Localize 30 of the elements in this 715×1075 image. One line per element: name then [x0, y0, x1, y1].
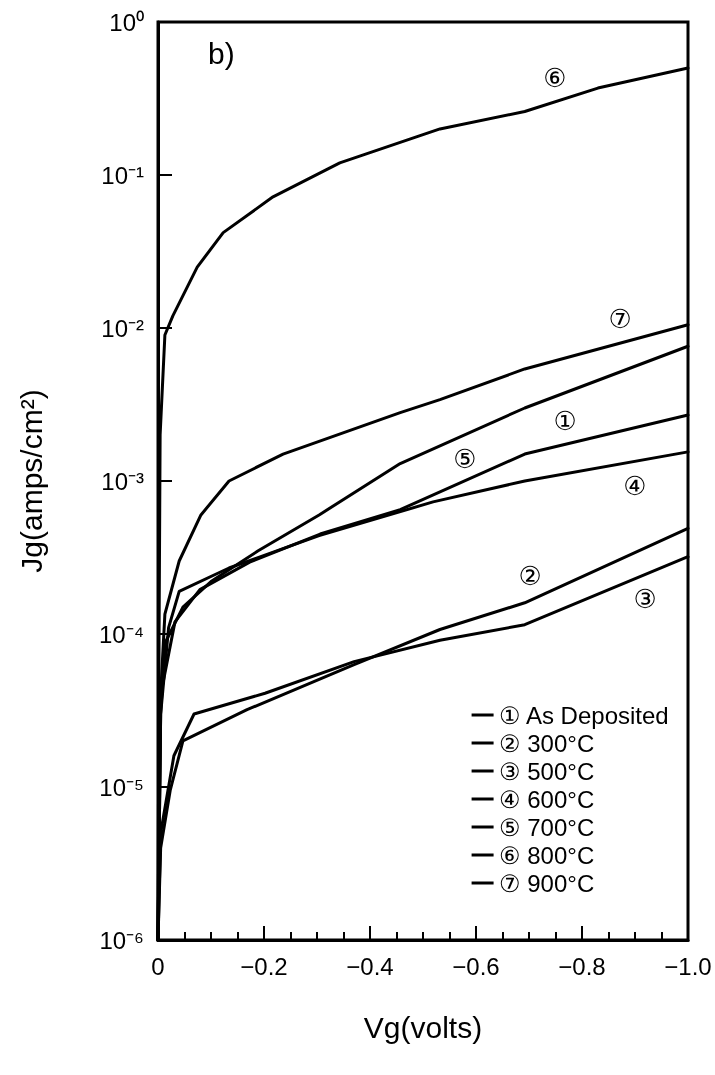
x-tick-label: −0.4 — [346, 952, 394, 980]
legend-label: ⑤ 700°C — [498, 813, 595, 841]
x-tick-label: −0.6 — [452, 952, 500, 980]
legend-label: ③ 500°C — [498, 757, 595, 785]
annotation: ⑥ — [543, 63, 567, 93]
legend-label: ⑥ 800°C — [498, 841, 595, 869]
legend-label: ⑦ 900°C — [498, 869, 595, 897]
y-tick-label: 10⁰ — [109, 8, 144, 36]
y-tick-label: 10⁻⁴ — [98, 620, 144, 648]
y-axis-title: Jg(amps/cm²) — [14, 389, 48, 573]
annotation: ④ — [623, 470, 647, 501]
y-tick-label: 10⁻⁶ — [99, 926, 144, 954]
annotation: ⑦ — [608, 303, 632, 334]
legend-label: ② 300°C — [498, 729, 595, 757]
y-tick-label: 10⁻¹ — [101, 161, 145, 189]
x-tick-label: −0.2 — [240, 952, 288, 980]
annotation: b) — [208, 36, 235, 70]
annotation: ② — [518, 561, 542, 592]
x-tick-label: 0 — [151, 952, 165, 980]
legend-label: ④ 600°C — [498, 785, 595, 813]
y-tick-label: 10⁻³ — [101, 467, 145, 495]
x-tick-label: −0.8 — [558, 952, 606, 980]
y-tick-label: 10⁻² — [101, 314, 145, 342]
legend-label: ① As Deposited — [498, 701, 669, 729]
annotation: ③ — [633, 583, 657, 614]
x-axis-title: Vg(volts) — [363, 1010, 483, 1044]
y-tick-label: 10⁻⁵ — [99, 773, 144, 801]
annotation: ⑤ — [453, 443, 477, 474]
annotation: ① — [553, 405, 577, 436]
x-tick-label: −1.0 — [664, 952, 712, 980]
